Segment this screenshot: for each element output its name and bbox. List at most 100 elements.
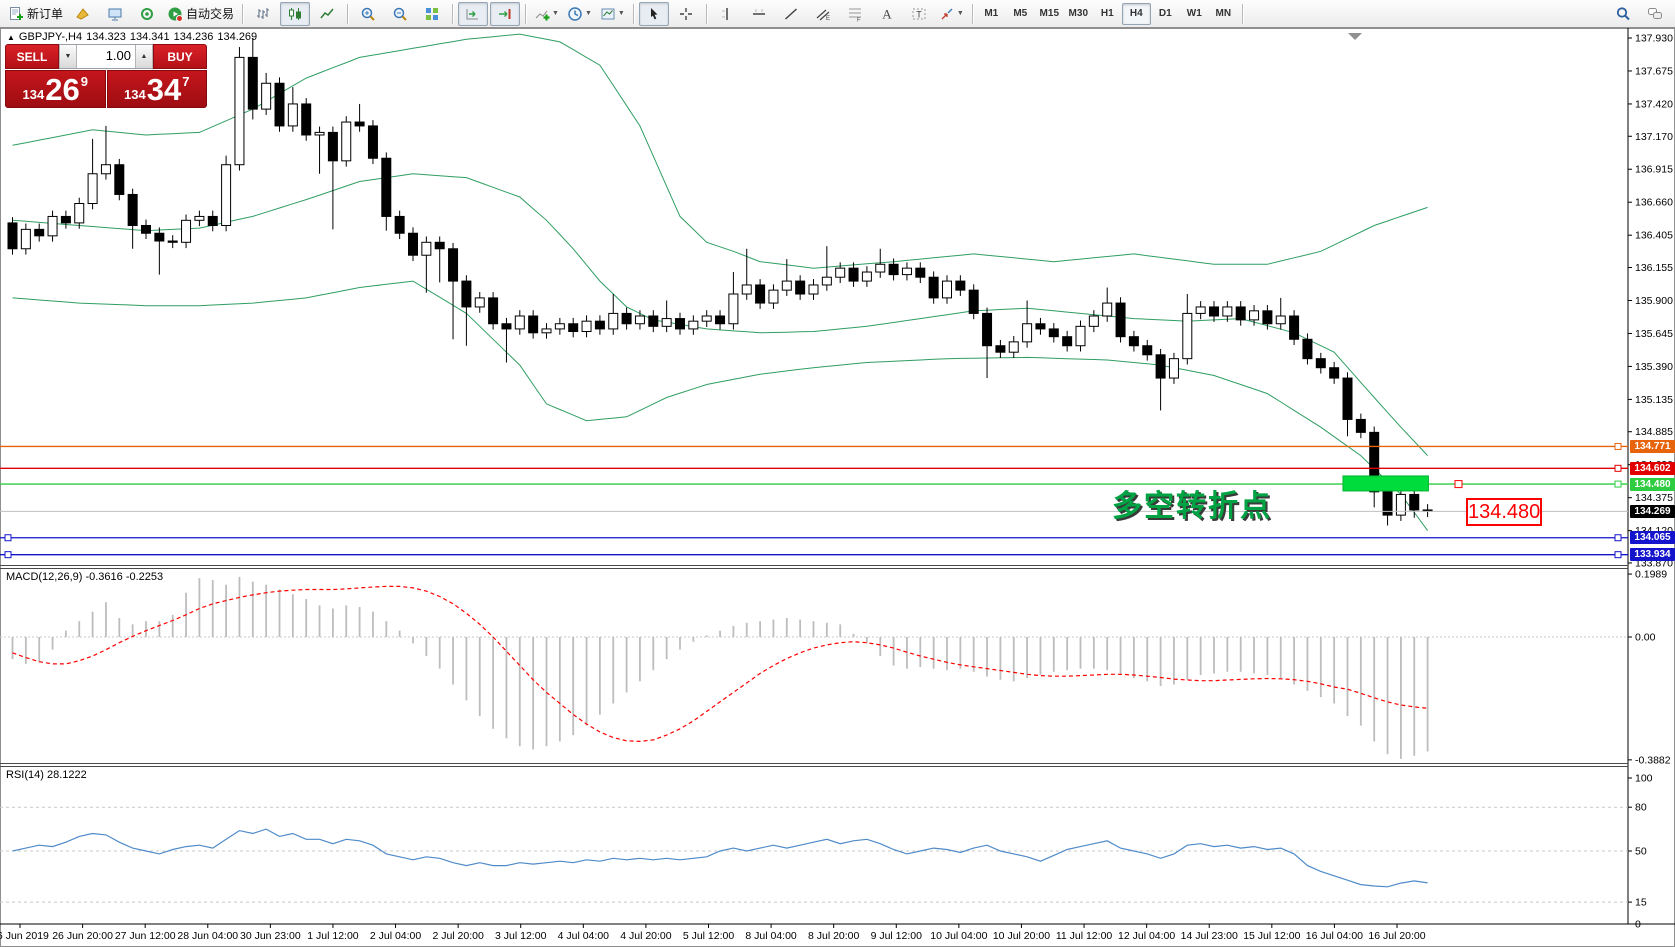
timeframe-m1[interactable]: M1	[984, 8, 999, 19]
autotrading-button[interactable]: 自动交易	[164, 2, 237, 26]
chart-shift-marker[interactable]	[1348, 33, 1362, 40]
autotrading-icon	[167, 6, 184, 22]
cursor-icon	[646, 6, 662, 22]
zoom-out-button[interactable]	[385, 2, 415, 26]
support-1-handle[interactable]	[1614, 534, 1622, 542]
chart-shift-icon	[497, 6, 513, 22]
candle-chart-button[interactable]	[280, 1, 311, 26]
text-label-button[interactable]: T	[904, 2, 934, 26]
templates-icon	[600, 6, 616, 22]
new-order-button-label: 新订单	[27, 7, 64, 21]
periods-button-dropdown-icon[interactable]: ▼	[584, 10, 592, 17]
price-tick-label: 134.375	[1635, 492, 1673, 504]
highlight-rectangle[interactable]	[1342, 475, 1429, 492]
search-button[interactable]	[1608, 2, 1638, 26]
arrows-button[interactable]: ▼	[936, 2, 967, 26]
line-chart-button[interactable]	[312, 2, 342, 26]
auto-scroll-button[interactable]	[458, 1, 489, 26]
chart-canvas[interactable]: 137.930 137.675 137.420 137.170 136.915 136.6…	[0, 28, 1675, 947]
timeframe-d1[interactable]: D1	[1158, 8, 1172, 19]
candle-body	[287, 103, 298, 127]
candle-body	[1289, 315, 1300, 340]
timeframe-h4[interactable]: H4	[1121, 2, 1151, 25]
crosshair-button[interactable]	[671, 2, 701, 26]
chart-window[interactable]: 137.930 137.675 137.420 137.170 136.915 136.6…	[0, 28, 1675, 947]
candle-body	[755, 284, 766, 304]
zoom-in-button[interactable]	[353, 2, 383, 26]
navigator-button[interactable]	[132, 2, 162, 26]
new-order-button[interactable]: 新订单	[5, 2, 66, 26]
candle-body	[1142, 345, 1153, 356]
time-tick-label: 11 Jul 12:00	[1056, 930, 1113, 942]
time-tick-label: 27 Jun 12:00	[115, 930, 176, 942]
candle-body	[461, 280, 472, 308]
indicators-button-dropdown-icon[interactable]: ▼	[552, 10, 559, 17]
candle-body	[1115, 302, 1126, 338]
buy-button[interactable]: BUY	[153, 44, 207, 69]
support-2-handle[interactable]	[1614, 551, 1622, 559]
bollinger-lower-band	[12, 280, 1429, 531]
volume-input[interactable]: 1.00	[105, 48, 131, 63]
callout-anchor-handle[interactable]	[1454, 480, 1463, 489]
candle-body	[7, 222, 18, 250]
equidistant-channel-button[interactable]: E	[808, 2, 838, 26]
timeframe-m30[interactable]: M30	[1068, 8, 1088, 19]
crosshair-icon	[678, 6, 694, 22]
market-watch-button[interactable]	[100, 2, 130, 26]
timeframe-w1[interactable]: W1	[1186, 8, 1202, 19]
candle-body	[1249, 310, 1260, 321]
chat-button[interactable]	[1640, 2, 1670, 26]
templates-button-dropdown-icon[interactable]: ▼	[617, 10, 625, 17]
timeframe-m15[interactable]: M15	[1039, 8, 1059, 19]
candle-body	[154, 232, 165, 242]
timeframe-m5[interactable]: M5	[1013, 8, 1028, 19]
templates-button[interactable]: ▼	[597, 2, 628, 26]
sell-price-button[interactable]: 134 26 9	[5, 70, 106, 108]
layouts-button[interactable]	[68, 2, 98, 26]
volume-decrease-button[interactable]: ▼	[59, 45, 77, 68]
buy-price-button[interactable]: 134 34 7	[106, 70, 207, 108]
candle-body	[1235, 306, 1246, 321]
pivot-green-handle[interactable]	[1614, 480, 1622, 488]
trendline-button[interactable]	[776, 2, 806, 26]
support-2-price-tag: 133.934	[1630, 548, 1675, 562]
text-button[interactable]: A	[872, 2, 902, 26]
sell-button[interactable]: SELL	[5, 44, 59, 69]
support-2-handle[interactable]	[4, 551, 12, 559]
toolbar-separator	[971, 3, 973, 24]
price-callout-label[interactable]: 134.480	[1466, 498, 1542, 527]
candle-body	[87, 173, 98, 205]
candle-body	[1209, 306, 1219, 317]
arrows-button-dropdown-icon[interactable]: ▼	[956, 10, 964, 17]
chart-annotation-text[interactable]: 多空转折点	[1112, 489, 1272, 523]
support-1-handle[interactable]	[4, 534, 12, 542]
chart-shift-button[interactable]	[490, 1, 521, 26]
symbol-header: ▲ GBPJPY-,H4 134.323 134.341 134.236 134.269	[7, 31, 261, 43]
candle-body	[861, 271, 872, 282]
time-tick-label: 28 Jun 04:00	[177, 930, 238, 942]
candle-body	[1062, 336, 1073, 347]
cursor-button[interactable]	[638, 1, 669, 26]
candle-body	[1395, 493, 1406, 516]
volume-increase-button[interactable]: ▲	[135, 45, 153, 68]
indicators-button[interactable]: ▼	[531, 2, 562, 26]
main-toolbar: 新订单 自动交易 ▼ ▼ ▼ E F A T ▼ M1 M5 M15 M30 H1 H4 D1 W1 MN	[0, 0, 1675, 28]
bar-chart-button[interactable]	[248, 2, 278, 26]
timeframe-h1[interactable]: H1	[1100, 8, 1114, 19]
periods-button[interactable]: ▼	[564, 2, 595, 26]
price-tick-label: 136.155	[1635, 262, 1673, 274]
fibonacci-button[interactable]: F	[840, 2, 870, 26]
time-tick-label: 26 Jun 20:00	[52, 930, 113, 942]
resistance-2-handle[interactable]	[1614, 464, 1622, 472]
horizontal-line-button[interactable]	[744, 2, 774, 26]
vertical-line-button[interactable]	[712, 2, 742, 26]
collapse-icon[interactable]: ▲	[7, 33, 15, 42]
timeframe-mn[interactable]: MN	[1215, 8, 1232, 19]
time-tick-label: 30 Jun 23:00	[240, 930, 301, 942]
zoom-out-icon	[392, 6, 408, 22]
candle-body	[167, 240, 178, 243]
tile-windows-button[interactable]	[417, 2, 447, 26]
toolbar-separator	[632, 3, 634, 24]
price-tick-label: 136.405	[1635, 230, 1673, 242]
resistance-1-handle[interactable]	[1614, 442, 1622, 450]
